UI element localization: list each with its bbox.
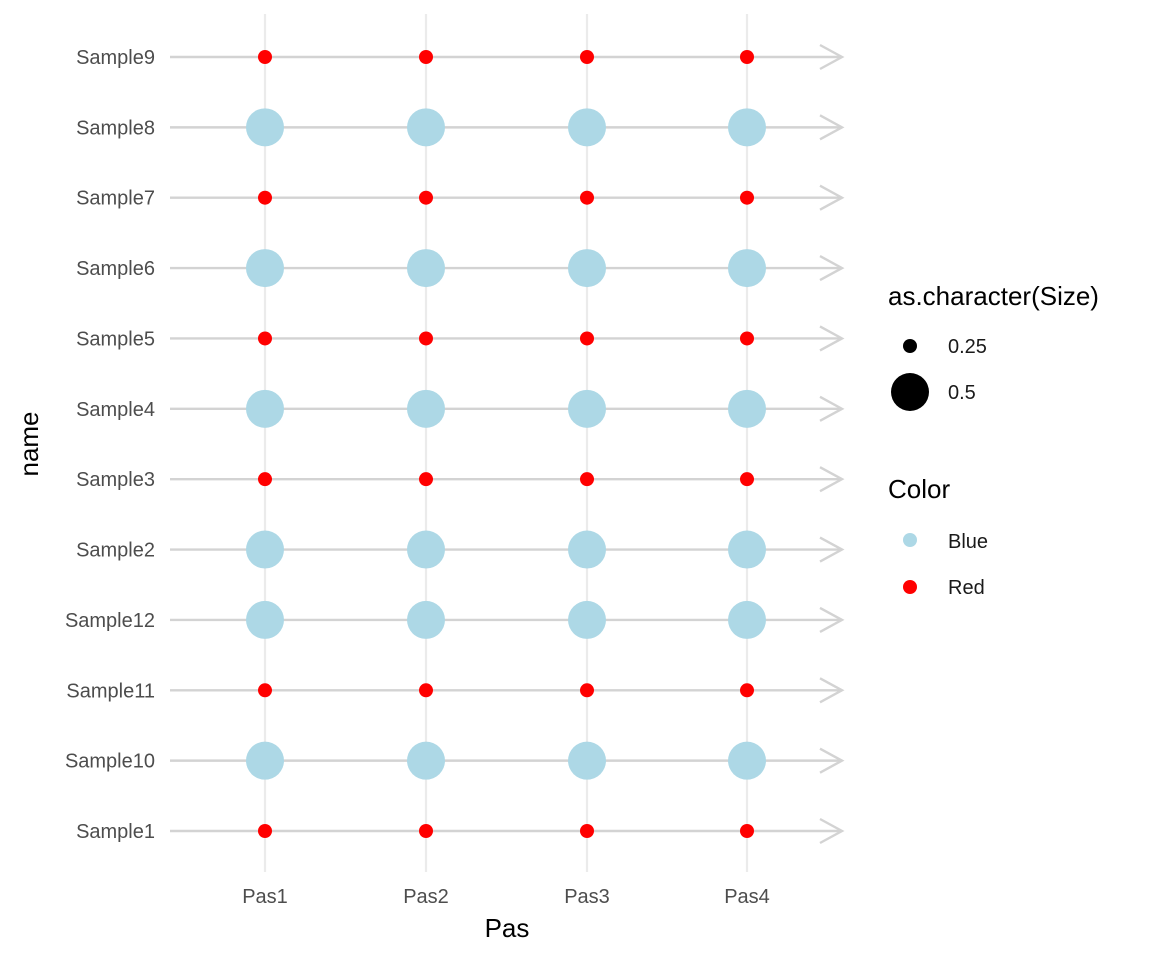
data-point (728, 600, 766, 639)
data-point (258, 472, 272, 487)
y-tick-label: Sample10 (65, 751, 155, 773)
row-arrowhead (819, 536, 845, 563)
data-point (580, 824, 594, 838)
color-legend-title: Color (888, 474, 950, 504)
row-arrowhead (819, 747, 845, 774)
row-arrowhead (819, 255, 845, 282)
x-tick-label: Pas4 (724, 886, 770, 908)
y-tick-label: Sample11 (66, 680, 155, 702)
data-point (568, 600, 606, 639)
data-point (740, 190, 754, 205)
data-point (407, 600, 445, 639)
data-point (728, 249, 766, 288)
row-arrowhead (819, 395, 845, 422)
y-tick-label: Sample1 (76, 821, 155, 843)
y-tick-label: Sample4 (76, 399, 155, 421)
x-tick-label: Pas1 (242, 886, 288, 908)
size-legend-key-small (903, 339, 917, 353)
data-point (246, 249, 284, 288)
color-legend-label-blue: Blue (948, 531, 988, 553)
data-point (568, 389, 606, 428)
data-point (246, 108, 284, 147)
data-point (740, 472, 754, 487)
color-legend-key-blue (903, 533, 917, 547)
data-point (419, 50, 433, 64)
data-point (258, 50, 272, 64)
y-tick-label: Sample8 (76, 117, 155, 139)
data-point (407, 249, 445, 288)
data-point (246, 741, 284, 780)
row-arrowhead (819, 325, 845, 352)
data-point (419, 331, 433, 346)
data-point (580, 190, 594, 205)
y-tick-label: Sample2 (76, 540, 155, 562)
row-arrowhead (819, 43, 845, 71)
size-legend-label-large: 0.5 (948, 382, 976, 404)
y-tick-label: Sample12 (65, 610, 155, 632)
data-point (568, 108, 606, 147)
data-point (580, 472, 594, 487)
y-tick-label: Sample7 (76, 188, 155, 210)
color-legend-key-red (903, 580, 917, 594)
y-axis-title: name (14, 411, 44, 476)
size-legend-key-large (891, 373, 929, 411)
x-axis-title: Pas (485, 913, 530, 943)
data-point (568, 530, 606, 569)
data-point (728, 530, 766, 569)
grid-layer (263, 14, 749, 872)
data-point (580, 50, 594, 64)
data-point (258, 683, 272, 698)
data-point (246, 389, 284, 428)
data-point (407, 389, 445, 428)
data-point (258, 190, 272, 205)
data-point (728, 741, 766, 780)
data-point (740, 50, 754, 64)
y-tick-label: Sample6 (76, 258, 155, 280)
row-lines (170, 43, 845, 845)
y-tick-label: Sample5 (76, 328, 155, 350)
data-point (419, 824, 433, 838)
x-tick-label: Pas2 (403, 886, 449, 908)
row-arrowhead (819, 677, 845, 704)
row-arrowhead (819, 817, 845, 845)
data-point (407, 108, 445, 147)
data-point (407, 530, 445, 569)
row-arrowhead (819, 184, 845, 211)
size-legend: as.character(Size) 0.25 0.5 (888, 281, 1099, 411)
size-legend-label-small: 0.25 (948, 336, 987, 358)
row-arrowhead (819, 606, 845, 633)
data-point (419, 190, 433, 205)
data-points (246, 50, 766, 838)
row-arrowhead (819, 466, 845, 493)
data-point (246, 530, 284, 569)
data-point (740, 683, 754, 698)
data-point (258, 331, 272, 346)
data-point (728, 389, 766, 428)
data-point (246, 600, 284, 639)
data-point (740, 824, 754, 838)
data-point (580, 683, 594, 698)
data-point (728, 108, 766, 147)
data-point (580, 331, 594, 346)
row-arrowhead (819, 114, 845, 141)
y-tick-label: Sample3 (76, 469, 155, 491)
data-point (568, 249, 606, 288)
x-tick-label: Pas3 (564, 886, 610, 908)
x-axis-ticks: Pas1 Pas2 Pas3 Pas4 (242, 886, 770, 908)
data-point (419, 472, 433, 487)
data-point (258, 824, 272, 838)
y-axis-ticks: Sample1 Sample10 Sample11 Sample12 Sample2 Sa… (65, 47, 155, 843)
data-point (407, 741, 445, 780)
data-point (740, 331, 754, 346)
color-legend: Color Blue Red (888, 474, 988, 599)
data-point (419, 683, 433, 698)
data-point (568, 741, 606, 780)
size-legend-title: as.character(Size) (888, 281, 1099, 311)
color-legend-label-red: Red (948, 577, 985, 599)
y-tick-label: Sample9 (76, 47, 155, 69)
